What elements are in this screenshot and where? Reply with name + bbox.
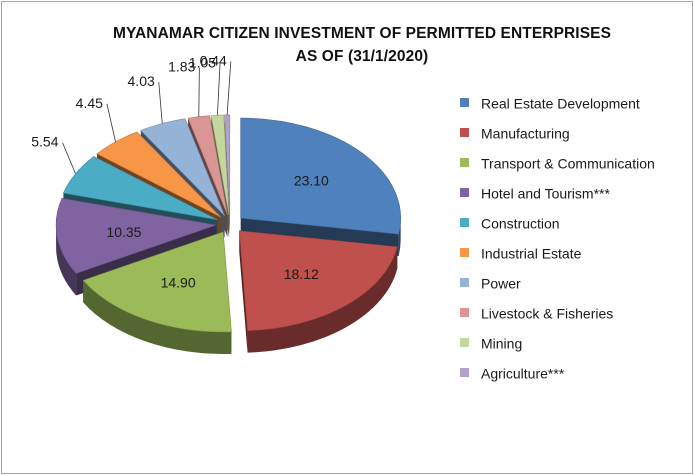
data-labels: 23.10 18.12 14.90 10.35 5.54 4.45 4.03 1.831.05…: [31, 52, 329, 290]
data-label-industrial-estate: 4.45: [76, 95, 103, 111]
legend-swatch-agriculture: [460, 368, 469, 377]
data-label-power: 4.03: [128, 73, 155, 89]
data-label-agriculture: 0.44: [200, 52, 227, 68]
slice-manufacturing: [239, 230, 398, 331]
data-label-construction: 5.54: [31, 134, 58, 150]
data-label-manufacturing: 18.12: [284, 266, 319, 282]
legend-label-construction: Construction: [481, 216, 560, 232]
pie-plot: [55, 114, 401, 354]
legend-label-manufacturing: Manufacturing: [481, 126, 570, 142]
slice-wall-manufacturing-1: [239, 230, 248, 353]
legend-label-real-estate-development: Real Estate Development: [481, 96, 640, 112]
legend-swatch-hotel-and-tourism: [460, 188, 469, 197]
legend-swatch-industrial-estate: [460, 248, 469, 257]
legend-label-power: Power: [481, 276, 521, 292]
slice-livestock-fisheries: [187, 115, 228, 216]
data-label-transport-communication: 14.90: [161, 275, 196, 291]
slice-rim-manufacturing: [247, 246, 398, 353]
leader-line-construction: [62, 142, 76, 174]
leader-line-industrial-estate: [106, 103, 116, 142]
legend-swatch-construction: [460, 218, 469, 227]
legend-swatch-transport-communication: [460, 158, 469, 167]
slice-power: [140, 118, 225, 216]
legend-label-transport-communication: Transport & Communication: [481, 156, 655, 172]
legend-label-livestock-fisheries: Livestock & Fisheries: [481, 306, 613, 322]
legend-label-agriculture: Agriculture***: [481, 366, 565, 382]
legend-label-hotel-and-tourism: Hotel and Tourism***: [481, 186, 610, 202]
data-label-hotel-and-tourism: 10.35: [106, 224, 141, 240]
slice-construction: [62, 156, 218, 221]
legend-swatch-manufacturing: [460, 128, 469, 137]
chart-title-line-2: AS OF (31/1/2020): [295, 48, 429, 65]
legend-swatch-livestock-fisheries: [460, 308, 469, 317]
leader-line-agriculture: [226, 61, 232, 115]
legend-label-mining: Mining: [481, 336, 522, 352]
slice-agriculture: [224, 114, 231, 215]
slice-real-estate-development: [240, 117, 401, 235]
data-label-mining: 1.05: [189, 55, 216, 71]
leader-line-power: [158, 82, 163, 124]
chart-title-line-1: MYANAMAR CITIZEN INVESTMENT OF PERMITTED…: [112, 25, 612, 42]
chart-title: MYANAMAR CITIZEN INVESTMENT OF PERMITTED…: [22, 22, 694, 68]
legend-label-industrial-estate: Industrial Estate: [481, 246, 582, 262]
legend: Real Estate Development Manufacturing Tran…: [460, 96, 655, 382]
data-label-livestock-fisheries: 1.83: [168, 59, 195, 75]
legend-swatch-power: [460, 278, 469, 287]
data-label-real-estate-development: 23.10: [294, 173, 329, 189]
slice-transport-communication: [82, 231, 232, 333]
slice-industrial-estate: [96, 131, 222, 218]
slice-hotel-and-tourism: [55, 197, 217, 274]
leader-line-mining: [217, 63, 221, 116]
leader-line-livestock-fisheries: [198, 67, 200, 117]
slice-rim-transport-communication: [83, 280, 232, 354]
legend-swatch-mining: [460, 338, 469, 347]
legend-swatch-real-estate-development: [460, 98, 469, 107]
